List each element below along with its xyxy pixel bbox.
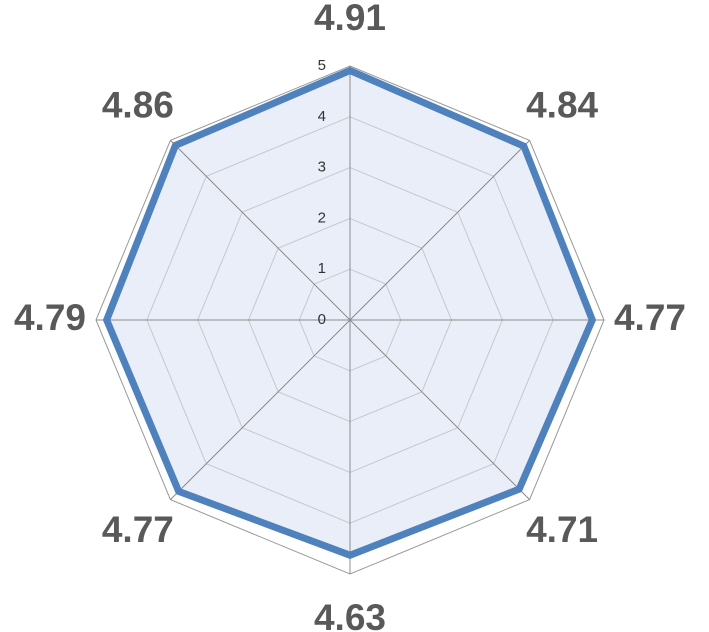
spoke	[349, 319, 530, 500]
area-fill	[106, 70, 593, 556]
data-label: 4.71	[526, 509, 598, 550]
r-tick-label: 1	[318, 260, 326, 277]
r-tick-label: 4	[318, 108, 326, 125]
data-line	[102, 66, 597, 559]
data-label: 4.84	[526, 85, 598, 126]
spoke	[170, 140, 351, 321]
data-label: 4.77	[102, 509, 174, 550]
r-tick-label: 3	[318, 159, 326, 176]
r-tick-label: 2	[318, 209, 326, 226]
r-tick-label: 5	[318, 57, 326, 74]
data-label: 4.79	[14, 297, 86, 338]
spoke	[349, 140, 530, 321]
spoke	[170, 319, 351, 500]
data-label: 4.63	[314, 597, 386, 632]
data-label: 4.77	[614, 297, 686, 338]
data-label: 4.91	[314, 0, 386, 38]
r-tick-label: 0	[318, 311, 326, 328]
data-label: 4.86	[102, 85, 174, 126]
